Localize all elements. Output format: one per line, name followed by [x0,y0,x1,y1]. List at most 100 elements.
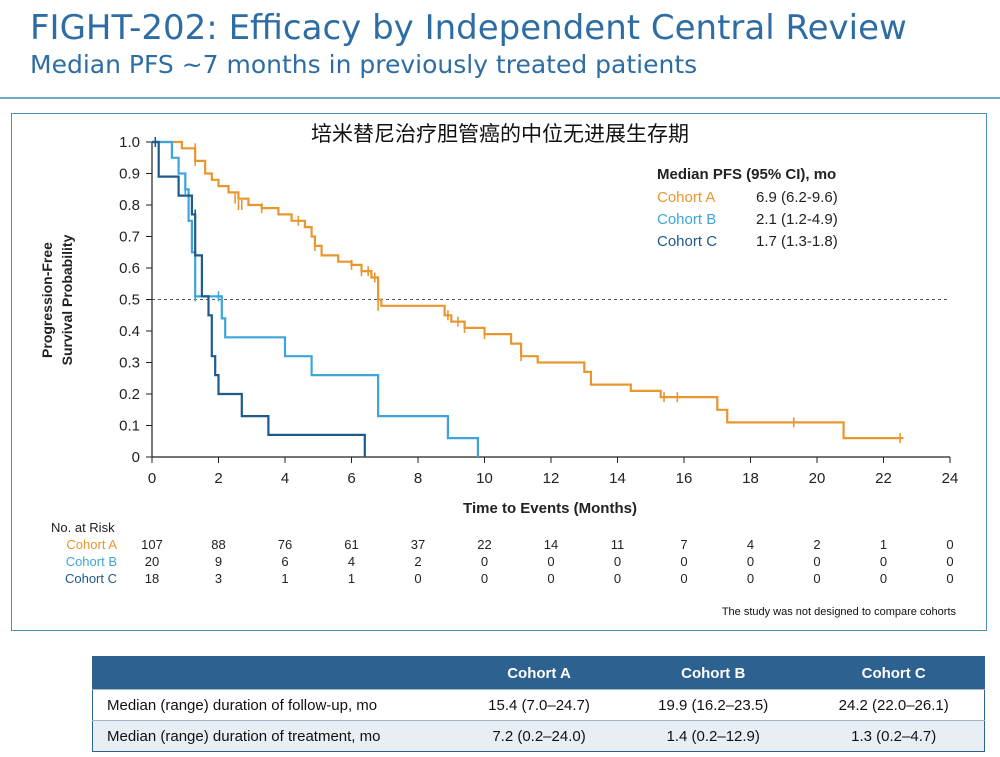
at-risk-value: 0 [813,554,820,569]
x-tick-label: 18 [742,470,759,487]
x-tick-label: 10 [476,470,493,487]
y-tick-label: 0.9 [119,166,140,183]
summary-header-cohort-c: Cohort C [803,656,985,690]
at-risk-value: 11 [611,537,625,552]
at-risk-value: 0 [880,554,887,569]
at-risk-value: 7 [680,537,687,552]
at-risk-row-label: Cohort C [65,571,117,586]
y-axis-label: Progression-Free [39,242,55,358]
summary-header-row: Cohort A Cohort B Cohort C [92,656,985,690]
series-line-cohort-b [152,140,479,457]
row-label-follow-up: Median (range) duration of follow-up, mo [92,689,455,721]
y-tick-label: 0.2 [119,386,140,403]
summary-header-cohort-a: Cohort A [455,656,624,690]
legend-title: Median PFS (95% CI), mo [657,166,836,183]
at-risk-value: 2 [414,554,421,569]
cell-treatment-a: 7.2 (0.2–24.0) [455,720,624,752]
at-risk-value: 20 [145,554,159,569]
x-axis-label: Time to Events (Months) [463,500,637,517]
legend-entry-name: Cohort B [657,211,716,228]
at-risk-row-label: Cohort B [66,554,117,569]
at-risk-title: No. at Risk [51,520,115,535]
at-risk-value: 0 [680,571,687,586]
at-risk-value: 0 [946,537,953,552]
x-tick-label: 0 [148,470,156,487]
legend-entry-value: 2.1 (1.2-4.9) [756,211,838,228]
legend-entry-value: 6.9 (6.2-9.6) [756,189,838,206]
at-risk-value: 6 [281,554,288,569]
x-tick-label: 8 [414,470,422,487]
at-risk-value: 3 [215,571,222,586]
slide-title: FIGHT-202: Efficacy by Independent Centr… [30,8,907,48]
at-risk-value: 107 [141,537,163,552]
y-tick-label: 0 [132,449,140,466]
slide-subtitle: Median PFS ~7 months in previously treat… [30,50,698,79]
legend-entry-name: Cohort C [657,233,717,250]
at-risk-row-label: Cohort A [66,537,117,552]
at-risk-value: 0 [946,571,953,586]
x-tick-label: 6 [347,470,355,487]
chart-footnote: The study was not designed to compare co… [722,606,957,618]
y-tick-label: 0.1 [119,418,140,435]
at-risk-value: 0 [414,571,421,586]
summary-table: Cohort A Cohort B Cohort C Median (range… [92,656,985,752]
y-tick-label: 0.7 [119,229,140,246]
header-divider [0,97,1000,99]
y-axis-label: Survival Probability [59,234,75,365]
summary-header-blank [92,656,455,690]
y-tick-label: 1.0 [119,134,140,151]
x-tick-label: 16 [676,470,693,487]
cell-treatment-b: 1.4 (0.2–12.9) [623,720,804,752]
legend-entry-name: Cohort A [657,189,715,206]
at-risk-value: 0 [880,571,887,586]
cell-follow-up-c: 24.2 (22.0–26.1) [803,689,985,721]
at-risk-value: 22 [477,537,491,552]
at-risk-value: 88 [211,537,225,552]
at-risk-value: 9 [215,554,222,569]
y-tick-label: 0.5 [119,292,140,309]
at-risk-value: 0 [747,554,754,569]
at-risk-value: 0 [481,571,488,586]
chart-title: 培米替尼治疗胆管癌的中位无进展生存期 [311,122,689,146]
x-tick-label: 2 [214,470,222,487]
km-chart: 培米替尼治疗胆管癌的中位无进展生存期 0 0.1 0.2 0.3 0.4 0.5 0.6 0.7… [39,122,959,618]
summary-header-cohort-b: Cohort B [623,656,804,690]
at-risk-value: 4 [348,554,355,569]
cell-follow-up-a: 15.4 (7.0–24.7) [455,689,624,721]
cell-treatment-c: 1.3 (0.2–4.7) [803,720,985,752]
at-risk-value: 1 [348,571,355,586]
at-risk-value: 0 [481,554,488,569]
x-tick-label: 22 [875,470,892,487]
at-risk-value: 0 [813,571,820,586]
at-risk-value: 0 [747,571,754,586]
x-tick-label: 20 [809,470,826,487]
at-risk-value: 1 [281,571,288,586]
x-tick-label: 24 [942,470,959,487]
at-risk-value: 0 [547,571,554,586]
table-row: Median (range) duration of follow-up, mo… [92,689,985,721]
at-risk-value: 1 [880,537,887,552]
at-risk-value: 61 [344,537,358,552]
x-tick-label: 4 [281,470,289,487]
at-risk-value: 37 [411,537,425,552]
y-tick-label: 0.4 [119,323,140,340]
at-risk-value: 18 [145,571,159,586]
at-risk-value: 2 [813,537,820,552]
at-risk-value: 14 [544,537,558,552]
at-risk-value: 76 [278,537,292,552]
chart-panel [11,113,987,631]
at-risk-value: 4 [747,537,754,552]
y-tick-label: 0.6 [119,260,140,277]
x-tick-label: 12 [543,470,560,487]
legend-entry-value: 1.7 (1.3-1.8) [756,233,838,250]
at-risk-value: 0 [547,554,554,569]
y-tick-label: 0.3 [119,355,140,372]
row-label-treatment: Median (range) duration of treatment, mo [92,720,455,752]
x-tick-label: 14 [609,470,626,487]
at-risk-value: 0 [946,554,953,569]
cell-follow-up-b: 19.9 (16.2–23.5) [623,689,804,721]
y-tick-label: 0.8 [119,197,140,214]
series-line-cohort-c [152,140,366,457]
at-risk-value: 0 [614,571,621,586]
at-risk-value: 0 [680,554,687,569]
